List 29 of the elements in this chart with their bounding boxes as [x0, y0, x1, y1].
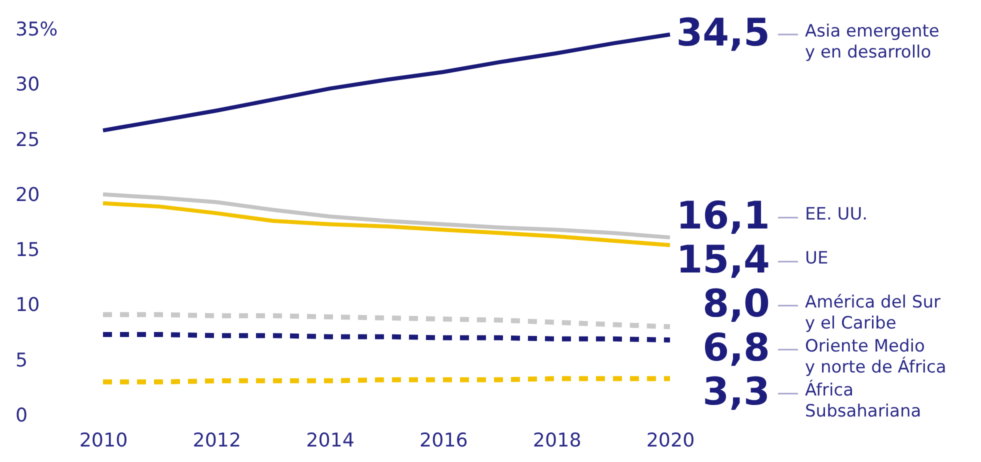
data-label: 34,5 [676, 10, 770, 55]
y-tick-label: 15 [16, 239, 40, 262]
y-tick-label: 20 [16, 184, 40, 206]
line-series [101, 192, 672, 240]
y-tick-label: 25 [16, 128, 40, 151]
line-series [101, 32, 672, 132]
x-tick-label: 2012 [192, 430, 242, 452]
text: África Subsahariana [805, 380, 922, 422]
text: EE. UU. [805, 204, 868, 225]
data-label: 3,3 [702, 370, 770, 414]
data-label: 8,0 [702, 282, 770, 326]
text: Oriente Medio y norte de África [805, 336, 946, 378]
x-tick-label: 2018 [532, 430, 582, 452]
line-series [101, 201, 672, 248]
y-tick-label: 0 [16, 404, 28, 426]
y-tick-label: 35% [16, 18, 58, 40]
y-tick-label: 30 [16, 74, 40, 96]
y-tick-label: 10 [16, 294, 40, 316]
text: Asia emergente y en desarrollo [805, 22, 940, 63]
data-label: 16,1 [676, 194, 770, 238]
text: América del Sur y el Caribe [805, 292, 940, 334]
x-tick-label: 2010 [79, 430, 128, 452]
y-tick-label: 5 [16, 349, 28, 372]
x-tick-label: 2016 [420, 430, 468, 452]
data-label: 6,8 [702, 326, 770, 370]
x-tick-label: 2020 [646, 430, 695, 452]
x-tick-label: 2014 [306, 430, 354, 452]
data-label: 15,4 [676, 238, 770, 282]
text: UE [805, 248, 828, 269]
